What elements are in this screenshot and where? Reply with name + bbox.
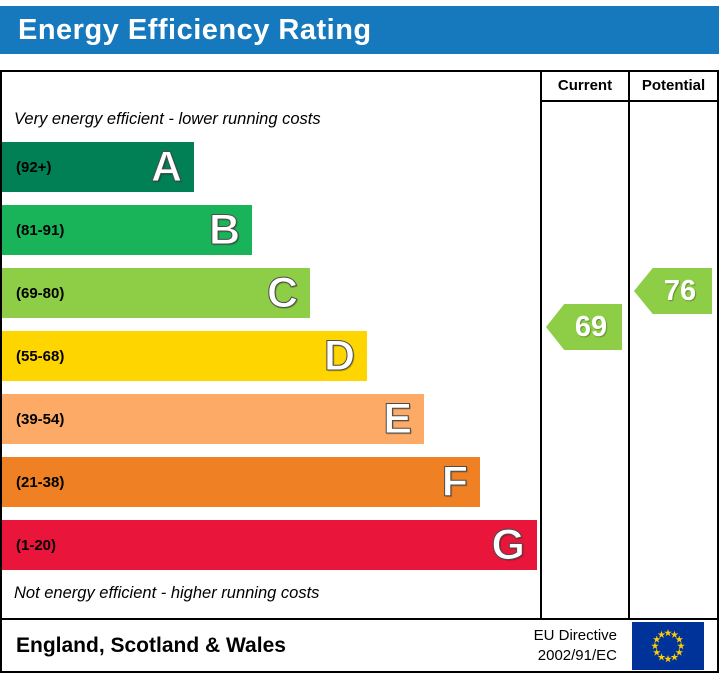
bottom-note: Not energy efficient - higher running co… [14, 584, 320, 602]
band-letter-d: D [323, 332, 355, 381]
band-letter-g: G [491, 521, 525, 570]
band-letter-a: A [150, 143, 182, 192]
potential-column-header: Potential [630, 72, 717, 102]
band-letter-b: B [208, 206, 240, 255]
footer-bar: England, Scotland & Wales EU Directive 2… [0, 618, 719, 673]
band-row-c: (69-80) C [2, 268, 540, 318]
band-bar-d: (55-68) D [2, 331, 367, 381]
eu-directive-line2: 2002/91/EC [537, 646, 617, 664]
band-range-d: (55-68) [16, 347, 65, 365]
band-range-b: (81-91) [16, 221, 65, 239]
eu-directive-label: EU Directive 2002/91/EC [534, 626, 617, 665]
band-bar-c: (69-80) C [2, 268, 310, 318]
band-range-g: (1-20) [16, 536, 57, 554]
current-column: Current [540, 72, 628, 618]
title-banner: Energy Efficiency Rating [0, 6, 719, 54]
potential-rating-value: 76 [663, 274, 697, 307]
top-note: Very energy efficient - lower running co… [14, 110, 321, 128]
energy-rating-chart: Current Potential Very energy efficient … [0, 70, 719, 620]
band-row-e: (39-54) E [2, 394, 540, 444]
band-row-g: (1-20) G [2, 520, 540, 570]
band-range-a: (92+) [16, 158, 52, 176]
band-bar-e: (39-54) E [2, 394, 424, 444]
band-bar-f: (21-38) F [2, 457, 480, 507]
band-range-e: (39-54) [16, 410, 65, 428]
band-bar-g: (1-20) G [2, 520, 537, 570]
potential-rating-arrow: 76 [634, 268, 712, 314]
current-rating-arrow: 69 [546, 304, 622, 350]
band-bar-b: (81-91) B [2, 205, 252, 255]
band-range-c: (69-80) [16, 284, 65, 302]
band-row-f: (21-38) F [2, 457, 540, 507]
rating-bands: (92+) A (81-91) B (69-80) C (55-68) D (3 [2, 142, 540, 583]
region-label: England, Scotland & Wales [16, 633, 286, 657]
band-row-d: (55-68) D [2, 331, 540, 381]
band-row-a: (92+) A [2, 142, 540, 192]
band-letter-e: E [383, 395, 413, 444]
band-bar-a: (92+) A [2, 142, 194, 192]
potential-column: Potential [628, 72, 717, 618]
current-rating-value: 69 [574, 310, 608, 343]
band-letter-c: C [266, 269, 298, 318]
band-letter-f: F [441, 458, 468, 507]
eu-directive-line1: EU Directive [533, 627, 617, 644]
band-row-b: (81-91) B [2, 205, 540, 255]
current-column-header: Current [542, 72, 628, 102]
eu-flag-icon [632, 621, 704, 670]
page-title: Energy Efficiency Rating [18, 13, 372, 46]
band-range-f: (21-38) [16, 473, 65, 491]
